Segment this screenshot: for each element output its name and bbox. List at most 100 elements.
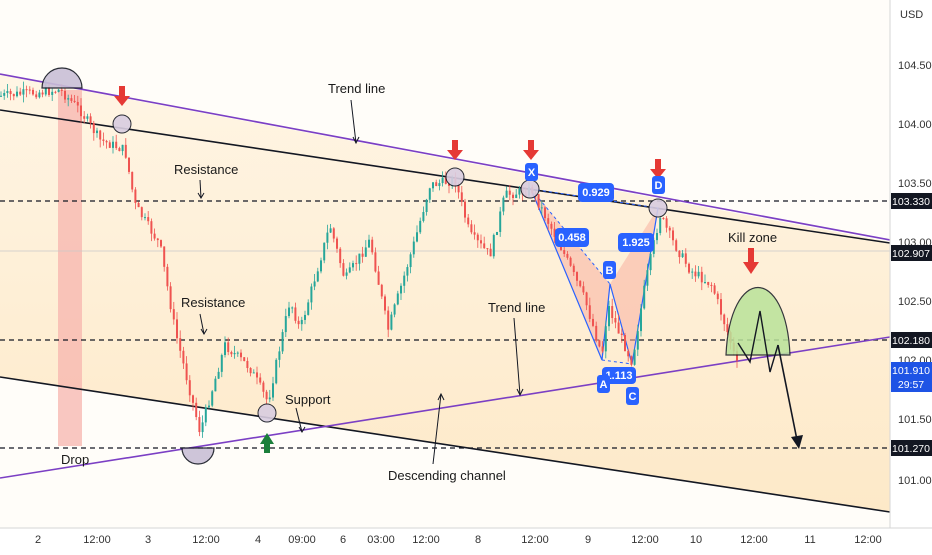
candle-body xyxy=(364,247,367,257)
svg-text:C: C xyxy=(629,391,637,403)
down-arrow-icon xyxy=(447,140,463,160)
candle-body xyxy=(163,246,166,267)
ratio-1925: 1.925 xyxy=(618,233,654,252)
candle-body xyxy=(115,141,118,149)
bottom-semicircle xyxy=(181,447,215,465)
candle-body xyxy=(198,417,201,433)
candle-body xyxy=(601,346,604,352)
candle-body xyxy=(153,233,156,239)
candle-body xyxy=(102,139,105,141)
candle-body xyxy=(358,253,361,264)
candle-body xyxy=(355,263,358,265)
touch-circle xyxy=(257,403,277,423)
svg-text:0.929: 0.929 xyxy=(582,187,610,199)
candle-body xyxy=(416,232,418,242)
candle-body xyxy=(684,253,687,264)
candle-body xyxy=(313,281,316,287)
touch-circle xyxy=(445,167,465,187)
candle-body xyxy=(707,281,710,285)
candle-body xyxy=(387,310,390,330)
candle-body xyxy=(80,105,82,117)
candle-body xyxy=(412,241,415,255)
x-tick-label: 9 xyxy=(585,534,591,546)
x-tick-label: 11 xyxy=(804,534,815,546)
candle-body xyxy=(316,271,319,282)
candle-body xyxy=(252,372,255,374)
candle-body xyxy=(441,177,444,184)
candle-body xyxy=(608,306,610,327)
candle-body xyxy=(457,185,460,193)
channel-top-line xyxy=(0,109,891,244)
candle-body xyxy=(374,252,377,272)
candle-body xyxy=(460,192,463,202)
candle-body xyxy=(147,217,150,222)
candle-body xyxy=(332,228,335,239)
candle-body xyxy=(492,234,495,257)
svg-text:101.270: 101.270 xyxy=(892,443,930,455)
candle-body xyxy=(214,378,217,392)
candle-body xyxy=(444,177,447,184)
candle-body xyxy=(646,270,649,286)
candle-body xyxy=(595,325,598,341)
candle-body xyxy=(553,228,556,237)
price-axis[interactable] xyxy=(890,0,932,550)
candle-body xyxy=(422,212,425,221)
x-tick-label: 12:00 xyxy=(83,534,111,546)
time-axis[interactable] xyxy=(0,528,890,550)
candle-body xyxy=(659,218,662,234)
candle-body xyxy=(243,357,246,361)
candle-body xyxy=(428,188,431,200)
candle-body xyxy=(182,350,185,364)
y-tick-label: 101.500 xyxy=(898,414,932,426)
candle-body xyxy=(16,91,18,97)
lower-trend-line xyxy=(0,336,891,479)
candle-body xyxy=(700,271,703,283)
candle-body xyxy=(25,89,28,91)
candle-body xyxy=(665,218,668,228)
currency-label: USD xyxy=(900,9,923,21)
candle-body xyxy=(275,359,278,384)
svg-text:102.907: 102.907 xyxy=(892,248,930,260)
candle-body xyxy=(236,352,239,354)
candle-body xyxy=(720,299,722,315)
candle-body xyxy=(704,281,706,283)
x-tick-label: 12:00 xyxy=(631,534,659,546)
candle-body xyxy=(438,183,441,187)
x-tick-label: 12:00 xyxy=(521,534,549,546)
x-tick-label: 03:00 xyxy=(367,534,395,546)
candle-body xyxy=(470,224,473,233)
candle-body xyxy=(572,265,575,273)
candle-body xyxy=(112,141,114,148)
candle-body xyxy=(620,333,623,336)
candle-body xyxy=(83,116,86,119)
top-semicircle xyxy=(41,67,83,89)
candle-body xyxy=(297,320,300,325)
candle-body xyxy=(179,338,182,351)
trend-line-label-bottom: Trend line xyxy=(488,300,545,315)
svg-text:D: D xyxy=(655,180,663,192)
candle-body xyxy=(73,100,76,102)
x-tick-label: 2 xyxy=(35,534,41,546)
svg-text:X: X xyxy=(528,167,536,179)
candle-body xyxy=(688,263,690,273)
candle-body xyxy=(726,324,729,333)
candle-body xyxy=(499,211,502,232)
candle-body xyxy=(195,402,198,418)
price-badge-last: 101.910 29:57 xyxy=(891,362,932,392)
y-tick-label: 101.000 xyxy=(898,475,932,487)
candle-body xyxy=(201,422,204,433)
candle-body xyxy=(563,250,566,254)
up-arrow-icon xyxy=(260,433,274,453)
svg-text:101.910: 101.910 xyxy=(892,365,930,377)
candle-body xyxy=(467,217,470,225)
down-arrow-icon xyxy=(743,248,759,274)
candle-body xyxy=(476,234,479,241)
projection-zigzag xyxy=(737,310,779,373)
candle-body xyxy=(518,188,521,195)
candle-body xyxy=(262,382,265,392)
annotation-pointers xyxy=(197,99,524,465)
candle-body xyxy=(662,218,665,220)
svg-text:A: A xyxy=(600,379,608,391)
